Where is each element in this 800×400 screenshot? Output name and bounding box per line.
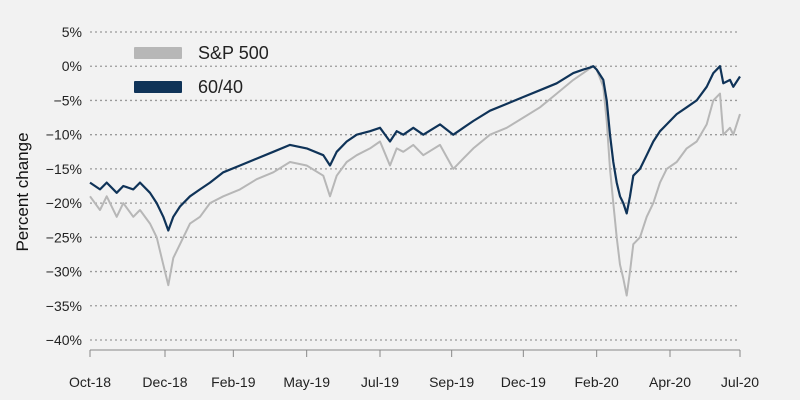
x-tick-label: Apr-20: [649, 374, 691, 390]
x-tick-label: Feb-20: [574, 374, 619, 390]
y-tick-label: −40%: [46, 332, 82, 348]
y-tick-label: −5%: [54, 92, 82, 108]
legend: S&P 500 60/40: [134, 43, 269, 97]
legend-label-sp500: S&P 500: [198, 43, 269, 63]
y-tick-label: −35%: [46, 298, 82, 314]
y-tick-label: −15%: [46, 161, 82, 177]
x-tick-label: Dec-18: [142, 374, 187, 390]
legend-swatch-sp500: [134, 47, 182, 59]
x-tick-label: Jul-20: [721, 374, 759, 390]
grid: [90, 31, 740, 341]
x-tick-label: May-19: [283, 374, 330, 390]
x-tick-label: Dec-19: [501, 374, 546, 390]
y-tick-label: −30%: [46, 264, 82, 280]
series-line-sp500: [89, 65, 741, 297]
legend-label-6040: 60/40: [198, 77, 243, 97]
x-axis-ticks: Oct-18 Dec-18 Feb-19 May-19 Jul-19 Sep-19 Dec-…: [69, 350, 759, 390]
y-axis-ticks: 5% 0% −5% −10% −15% −20% −25% −30% −35% −40%: [46, 24, 82, 348]
x-tick-label: Sep-19: [429, 374, 474, 390]
series-line-6040: [89, 65, 741, 232]
legend-swatch-6040: [134, 81, 182, 93]
x-tick-label: Oct-18: [69, 374, 111, 390]
x-tick-label: Feb-19: [211, 374, 256, 390]
y-axis-label: Percent change: [13, 132, 32, 251]
x-tick-label: Jul-19: [361, 374, 399, 390]
y-tick-label: 5%: [62, 24, 82, 40]
y-tick-label: 0%: [62, 58, 82, 74]
series: [89, 65, 741, 297]
y-tick-label: −25%: [46, 229, 82, 245]
y-tick-label: −10%: [46, 127, 82, 143]
y-tick-label: −20%: [46, 195, 82, 211]
